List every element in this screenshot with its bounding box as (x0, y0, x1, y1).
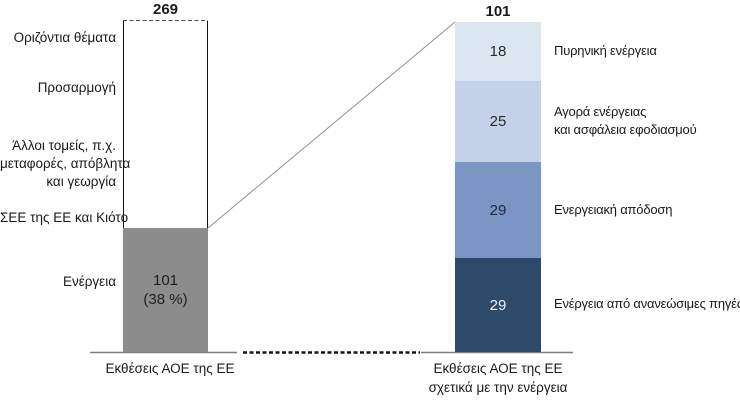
renewables-segment-value: 29 (489, 296, 507, 314)
left-label-adaptation: Προσαρμογή (37, 80, 116, 95)
left-bar-segment-adaptation (124, 55, 207, 120)
left-bar-total-label: 269 (152, 1, 179, 18)
left-bar-segment-horizontal-themes (124, 21, 207, 55)
left-label-energy: Ενέργεια (62, 274, 116, 289)
left-bar (123, 21, 208, 228)
left-bar-segment-energy: 101 (38 %) (123, 228, 208, 352)
left-label-ets-kyoto: ΣΕΕ της ΕΕ και Κιότο (0, 210, 129, 225)
energy-efficiency-segment-value: 29 (489, 201, 507, 219)
energy-segment-percent: (38 %) (143, 291, 188, 308)
nuclear-segment-value: 18 (489, 43, 507, 60)
left-bar-segment-ets-kyoto (124, 208, 207, 228)
right-label-renewables: Ενέργεια από ανανεώσιμες πηγές (554, 296, 740, 311)
right-bar-segment-renewables: 29 (455, 258, 541, 352)
left-label-other-sectors: Άλλοι τομείς, π.χ. μεταφορές, απόβλητα κ… (0, 138, 131, 189)
right-bar-total-label: 101 (485, 3, 511, 20)
right-bar: 18 25 29 29 (455, 22, 541, 352)
x-axis-label-left: Εκθέσεις ΑΟΕ της ΕΕ (105, 361, 235, 376)
right-bar-segment-nuclear: 18 (455, 22, 541, 81)
energy-market-segment-value: 25 (489, 113, 507, 130)
right-label-energy-efficiency: Ενεργειακή απόδοση (554, 202, 673, 217)
left-label-horizontal-themes: Οριζόντια θέματα (13, 30, 116, 45)
left-bar-segment-other-sectors (124, 120, 207, 208)
x-axis-label-right: Εκθέσεις ΑΟΕ της ΕΕ σχετικά με την ενέργ… (428, 361, 568, 395)
right-bar-segment-energy-efficiency: 29 (455, 162, 541, 258)
energy-segment-value: 101 (152, 272, 179, 289)
connector-line (207, 21, 456, 229)
right-bar-segment-energy-market: 25 (455, 81, 541, 162)
right-label-energy-market: Αγορά ενέργειας και ασφάλεια εφοδιασμού (554, 104, 697, 137)
right-label-nuclear: Πυρηνική ενέργεια (554, 43, 657, 58)
